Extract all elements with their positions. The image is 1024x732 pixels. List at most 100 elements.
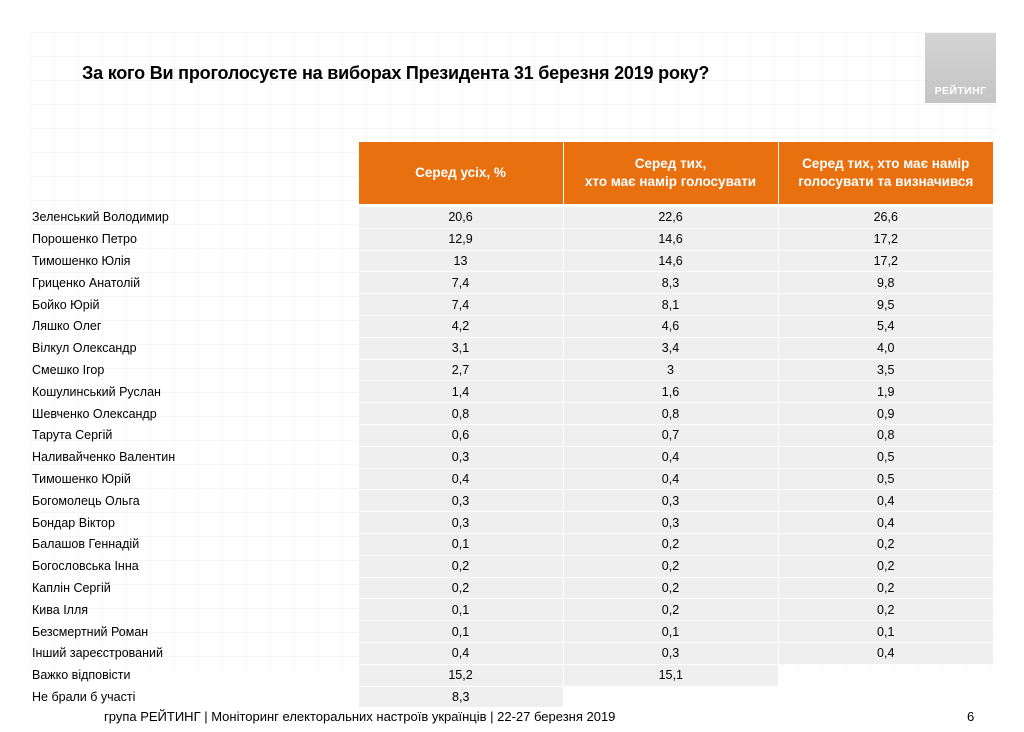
value-all: 15,2 xyxy=(357,664,563,687)
results-table: Серед усіх, % Серед тих, хто має намір г… xyxy=(30,142,993,709)
header-all-respondents: Серед усіх, % xyxy=(357,142,563,206)
candidate-name: Вілкул Олександр xyxy=(30,337,358,360)
table-row: Бондар Віктор 0,3 0,3 0,4 xyxy=(30,511,993,534)
table-row: Не брали б участі 8,3 xyxy=(30,686,993,709)
value-decided: 0,8 xyxy=(777,424,993,447)
value-decided: 0,4 xyxy=(777,489,993,513)
candidate-name: Тимошенко Юрій xyxy=(30,468,358,491)
candidate-name: Тарута Сергій xyxy=(30,424,358,447)
candidate-name: Кива Ілля xyxy=(30,598,358,622)
value-decided: 1,9 xyxy=(777,380,993,404)
value-voters xyxy=(563,686,778,709)
value-voters: 14,6 xyxy=(562,228,778,251)
value-decided: 17,2 xyxy=(777,228,993,251)
value-all: 1,4 xyxy=(357,380,563,404)
value-voters: 0,2 xyxy=(562,533,778,556)
candidate-name: Шевченко Олександр xyxy=(30,402,358,425)
rating-logo: РЕЙТИНГ xyxy=(925,33,996,103)
value-voters: 8,3 xyxy=(562,271,778,295)
value-all: 0,4 xyxy=(357,468,563,491)
candidate-name: Ляшко Олег xyxy=(30,315,358,338)
value-voters: 0,2 xyxy=(562,598,778,622)
value-all: 3,1 xyxy=(357,337,563,360)
candidate-name: Безсмертний Роман xyxy=(30,620,358,643)
table-row: Богомолець Ольга 0,3 0,3 0,4 xyxy=(30,489,993,513)
footer-text: група РЕЙТИНГ | Моніторинг електоральних… xyxy=(104,709,616,724)
table-row: Шевченко Олександр 0,8 0,8 0,9 xyxy=(30,402,993,425)
table-row: Ляшко Олег 4,2 4,6 5,4 xyxy=(30,315,993,338)
value-all: 0,6 xyxy=(357,424,563,447)
value-decided: 9,5 xyxy=(777,293,993,316)
value-voters: 3 xyxy=(562,359,778,382)
value-voters: 0,3 xyxy=(562,642,778,665)
candidate-name: Кошулинський Руслан xyxy=(30,380,358,404)
candidate-name: Тимошенко Юлія xyxy=(30,250,358,273)
value-decided xyxy=(778,664,993,687)
value-voters: 0,3 xyxy=(562,489,778,513)
value-voters: 1,6 xyxy=(562,380,778,404)
table-row: Бойко Юрій 7,4 8,1 9,5 xyxy=(30,293,993,316)
table-row: Важко відповісти 15,2 15,1 xyxy=(30,664,993,687)
table-row: Каплін Сергій 0,2 0,2 0,2 xyxy=(30,577,993,600)
header-intending-voters: Серед тих, хто має намір голосувати xyxy=(562,142,778,206)
value-all: 0,3 xyxy=(357,511,563,534)
value-decided: 26,6 xyxy=(777,204,993,229)
header-decided-line1: Серед тих, хто має намір xyxy=(802,156,970,171)
candidate-name: Зеленський Володимир xyxy=(30,205,358,229)
header-voters-line1: Серед тих, xyxy=(634,156,707,171)
candidate-name: Не брали б участі xyxy=(30,686,358,709)
value-voters: 14,6 xyxy=(562,250,778,273)
candidate-name: Каплін Сергій xyxy=(30,577,358,600)
candidate-name: Богословська Інна xyxy=(30,555,358,578)
value-decided: 0,4 xyxy=(777,511,993,534)
value-voters: 0,4 xyxy=(562,468,778,491)
value-decided: 4,0 xyxy=(777,337,993,360)
value-decided: 9,8 xyxy=(777,271,993,295)
header-decided-voters: Серед тих, хто має намір голосувати та в… xyxy=(777,142,993,206)
value-all: 0,3 xyxy=(357,446,563,469)
table-row: Зеленський Володимир 20,6 22,6 26,6 xyxy=(30,204,993,229)
value-decided: 0,9 xyxy=(777,402,993,425)
candidate-name: Богомолець Ольга xyxy=(30,489,358,513)
value-all: 12,9 xyxy=(357,228,563,251)
value-all: 8,3 xyxy=(357,686,563,709)
value-voters: 0,3 xyxy=(562,511,778,534)
candidate-name: Балашов Геннадій xyxy=(30,533,358,556)
header-all-label: Серед усіх, % xyxy=(415,165,506,180)
value-all: 2,7 xyxy=(357,359,563,382)
value-all: 13 xyxy=(357,250,563,273)
table-row: Порошенко Петро 12,9 14,6 17,2 xyxy=(30,228,993,251)
value-decided: 3,5 xyxy=(777,359,993,382)
value-decided: 0,2 xyxy=(777,577,993,600)
candidate-name: Важко відповісти xyxy=(30,664,358,687)
value-all: 0,2 xyxy=(357,555,563,578)
table-row: Богословська Інна 0,2 0,2 0,2 xyxy=(30,555,993,578)
table-body: Зеленський Володимир 20,6 22,6 26,6 Порошенк… xyxy=(30,204,993,709)
value-all: 0,3 xyxy=(357,489,563,513)
table-row: Тимошенко Юлія 13 14,6 17,2 xyxy=(30,250,993,273)
value-voters: 0,4 xyxy=(562,446,778,469)
value-voters: 3,4 xyxy=(562,337,778,360)
table-header-row: Серед усіх, % Серед тих, хто має намір г… xyxy=(30,142,993,206)
value-decided: 0,2 xyxy=(777,555,993,578)
value-decided: 0,4 xyxy=(777,642,993,665)
value-decided: 0,5 xyxy=(777,446,993,469)
value-decided: 0,2 xyxy=(777,533,993,556)
value-all: 0,1 xyxy=(357,598,563,622)
value-all: 0,1 xyxy=(357,533,563,556)
candidate-name: Наливайченко Валентин xyxy=(30,446,358,469)
value-all: 7,4 xyxy=(357,293,563,316)
value-decided: 5,4 xyxy=(777,315,993,338)
candidate-name: Гриценко Анатолій xyxy=(30,271,358,295)
value-all: 0,1 xyxy=(357,620,563,643)
header-voters-line2: хто має намір голосувати xyxy=(584,174,757,189)
value-decided xyxy=(778,686,993,709)
value-decided: 0,5 xyxy=(777,468,993,491)
value-all: 0,4 xyxy=(357,642,563,665)
value-voters: 0,2 xyxy=(562,577,778,600)
value-voters: 22,6 xyxy=(562,204,778,229)
value-voters: 15,1 xyxy=(562,664,778,687)
value-voters: 0,8 xyxy=(562,402,778,425)
value-all: 20,6 xyxy=(357,204,563,229)
table-row: Тимошенко Юрій 0,4 0,4 0,5 xyxy=(30,468,993,491)
